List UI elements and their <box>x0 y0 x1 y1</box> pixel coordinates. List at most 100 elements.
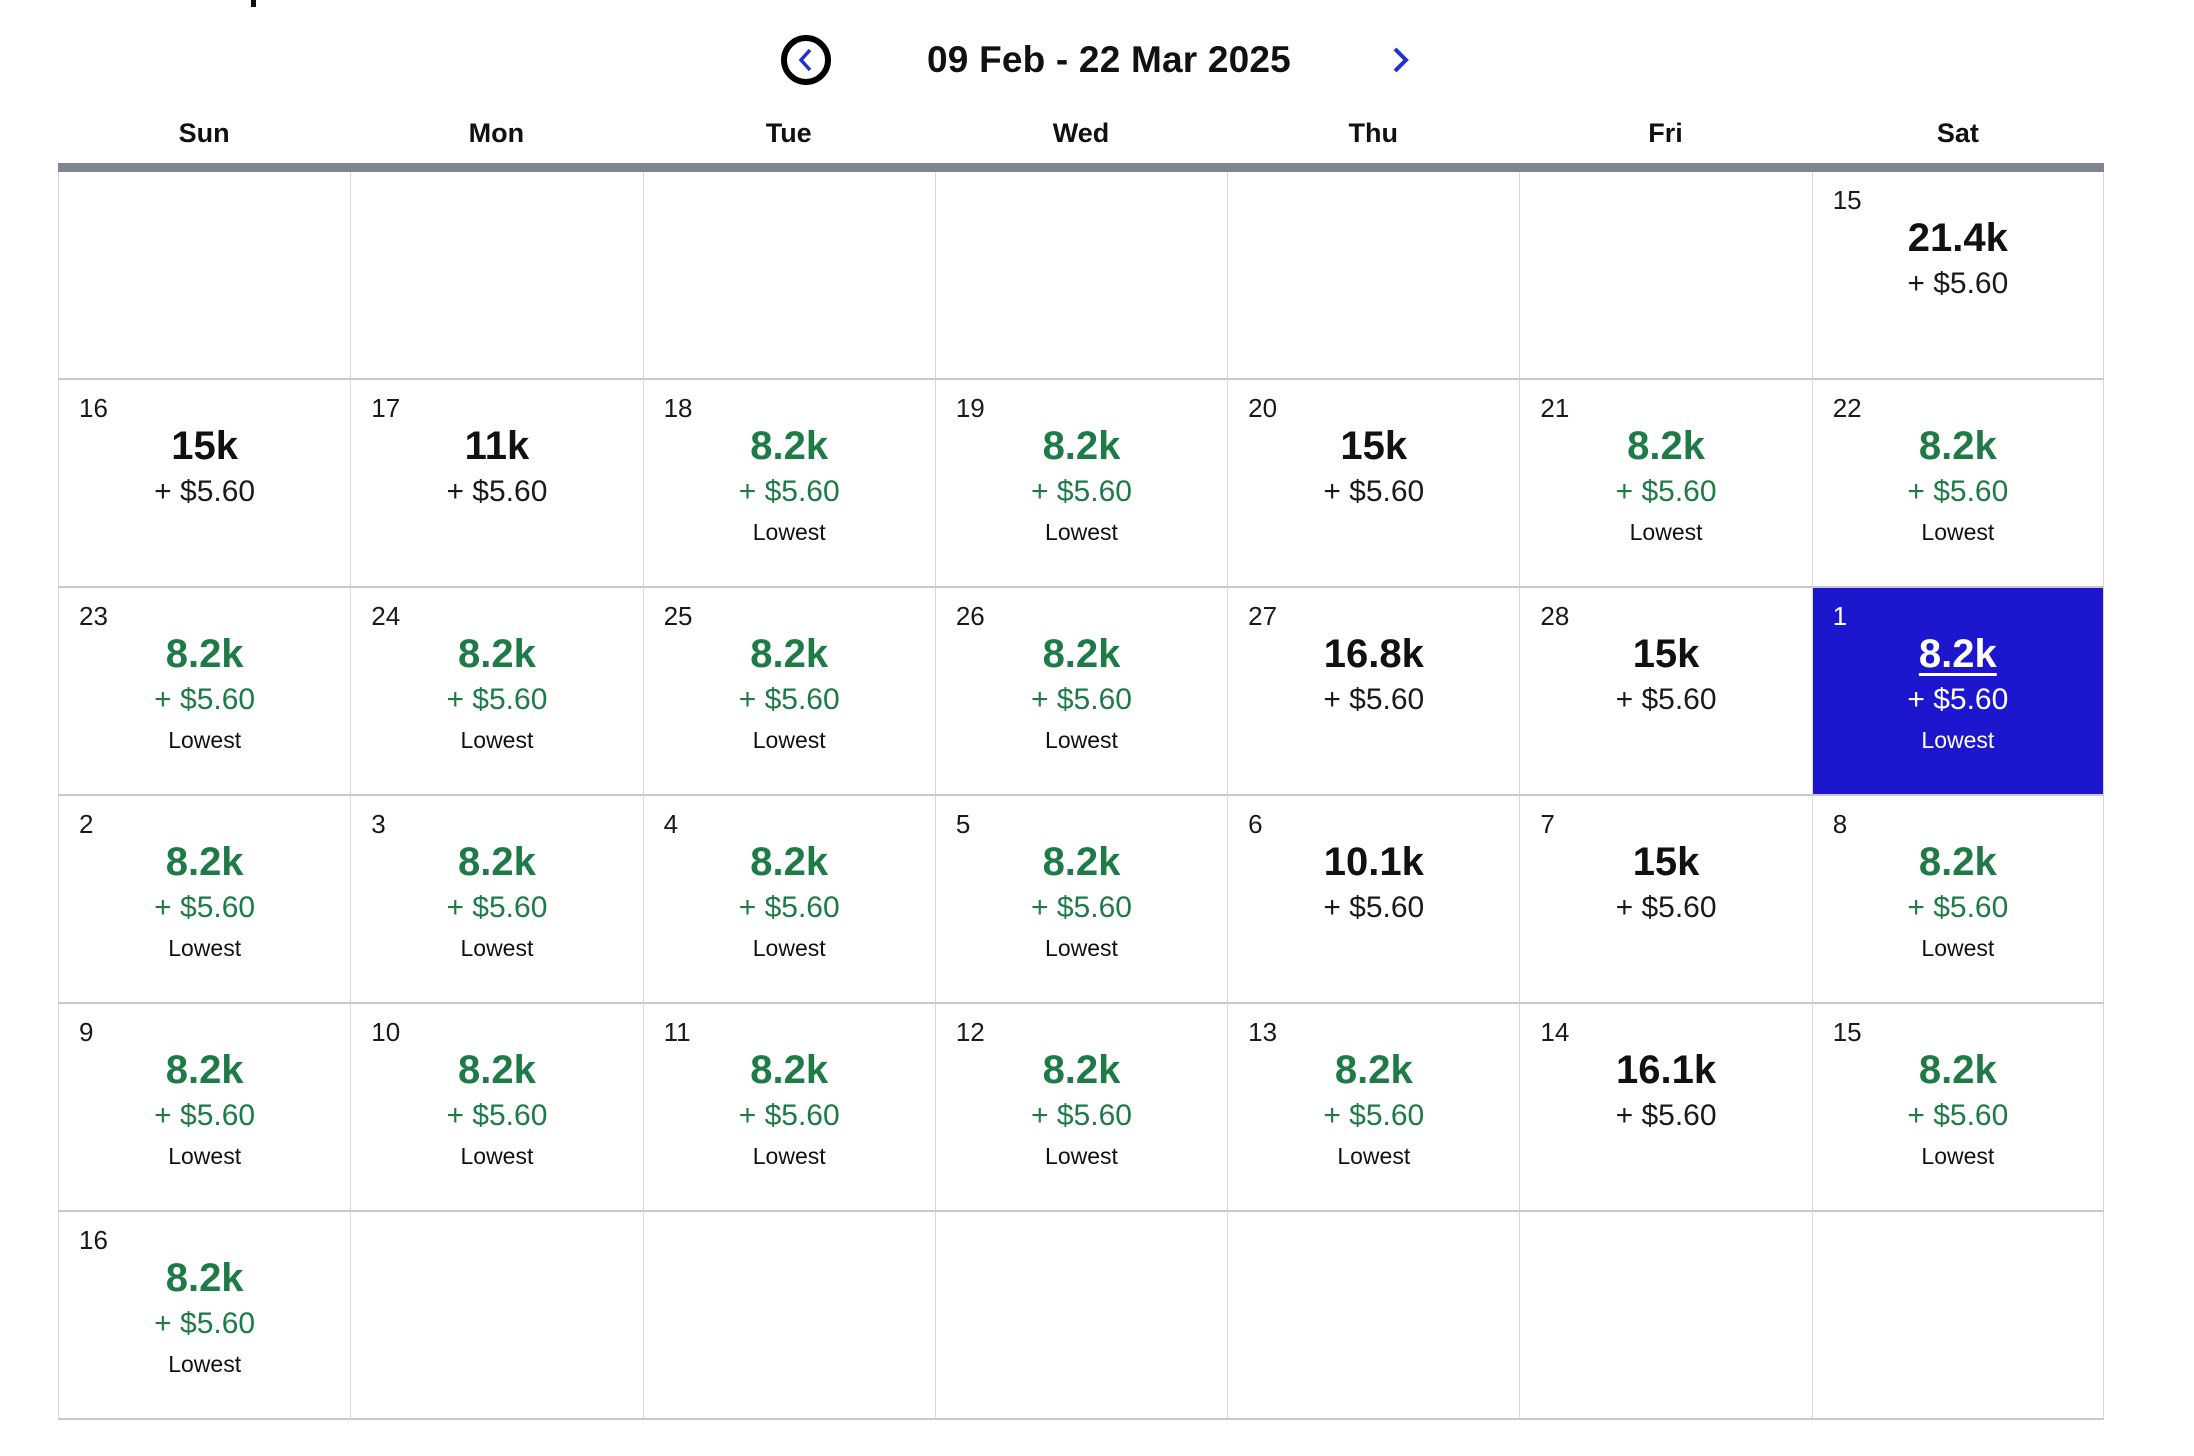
day-number: 21 <box>1540 393 1570 423</box>
calendar-cell[interactable]: 3 8.2k + $5.60 Lowest <box>350 796 642 1002</box>
calendar-cell[interactable]: 16 15k + $5.60 <box>58 380 350 586</box>
fare-info: 15k + $5.60 <box>59 424 350 510</box>
calendar-cell[interactable]: 18 8.2k + $5.60 Lowest <box>642 380 935 586</box>
day-number: 9 <box>79 1017 94 1047</box>
fare-price: 8.2k <box>1918 840 1997 884</box>
day-number: 5 <box>955 809 971 839</box>
calendar-cell[interactable]: 6 10.1k + $5.60 <box>1227 796 1519 1002</box>
lowest-badge: Lowest <box>1045 1143 1118 1169</box>
fare-price: 8.2k <box>1627 424 1705 468</box>
calendar-cell-selected[interactable]: 1 8.2k + $5.60 Lowest <box>1811 588 2104 794</box>
fare-price: 8.2k <box>750 424 829 468</box>
fare-info: 21.4k + $5.60 <box>1813 216 2103 302</box>
fare-price: 8.2k <box>1042 424 1121 468</box>
calendar-cell[interactable]: 11 8.2k + $5.60 Lowest <box>642 1004 935 1210</box>
weekday-label: Mon <box>468 118 525 148</box>
weekday-label: Sun <box>178 118 230 148</box>
calendar-cell[interactable]: 27 16.8k + $5.60 <box>1227 588 1519 794</box>
day-number: 7 <box>1540 809 1555 839</box>
calendar-cell[interactable]: 25 8.2k + $5.60 Lowest <box>642 588 935 794</box>
fare-fee: + $5.60 <box>738 1099 840 1132</box>
day-number: 24 <box>371 601 401 631</box>
day-number: 13 <box>1248 1017 1278 1047</box>
calendar-cell-empty <box>642 1212 935 1418</box>
calendar-cell[interactable]: 12 8.2k + $5.60 Lowest <box>934 1004 1227 1210</box>
calendar-cell[interactable]: 2 8.2k + $5.60 Lowest <box>58 796 350 1002</box>
day-number: 14 <box>1540 1017 1570 1047</box>
fare-info: 8.2k + $5.60 Lowest <box>644 1048 935 1169</box>
fare-fee: + $5.60 <box>1615 475 1717 508</box>
calendar-cell[interactable]: 9 8.2k + $5.60 Lowest <box>58 1004 350 1210</box>
calendar-cell[interactable]: 21 8.2k + $5.60 Lowest <box>1519 380 1811 586</box>
calendar-cell[interactable]: 7 15k + $5.60 <box>1519 796 1811 1002</box>
fare-fee: + $5.60 <box>154 475 256 508</box>
fare-fee: + $5.60 <box>446 475 548 508</box>
calendar-cell-empty <box>350 1212 643 1418</box>
fare-info: 15k + $5.60 <box>1520 840 1811 926</box>
fare-info: 8.2k + $5.60 Lowest <box>351 840 642 961</box>
weekday-label: Thu <box>1348 118 1399 148</box>
calendar-cell[interactable]: 28 15k + $5.60 <box>1519 588 1811 794</box>
fare-info: 11k + $5.60 <box>351 424 642 510</box>
calendar-cell[interactable]: 17 11k + $5.60 <box>350 380 642 586</box>
fare-price: 8.2k <box>1918 632 1997 676</box>
calendar-cell[interactable]: 19 8.2k + $5.60 Lowest <box>934 380 1227 586</box>
calendar-cell[interactable]: 20 15k + $5.60 <box>1227 380 1519 586</box>
fare-fee: + $5.60 <box>1615 683 1717 716</box>
day-number: 15 <box>1832 1017 1862 1047</box>
day-number: 3 <box>371 809 386 839</box>
calendar-cell[interactable]: 15 8.2k + $5.60 Lowest <box>1811 1004 2104 1210</box>
calendar-cell[interactable]: 14 16.1k + $5.60 <box>1519 1004 1811 1210</box>
next-month-button[interactable] <box>1387 44 1413 76</box>
fare-info: 8.2k + $5.60 Lowest <box>644 840 935 961</box>
calendar-cell[interactable]: 4 8.2k + $5.60 Lowest <box>642 796 935 1002</box>
calendar-cell[interactable]: 22 8.2k + $5.60 Lowest <box>1811 380 2104 586</box>
day-number: 15 <box>1832 185 1862 215</box>
fare-price: 15k <box>1632 632 1700 676</box>
day-number: 17 <box>371 393 401 423</box>
lowest-badge: Lowest <box>752 727 826 753</box>
fare-info: 8.2k + $5.60 Lowest <box>1813 840 2103 961</box>
prev-month-button[interactable] <box>781 35 832 85</box>
fare-price: 8.2k <box>1042 840 1121 884</box>
day-number: 2 <box>79 809 94 839</box>
calendar-cell[interactable]: 15 21.4k + $5.60 <box>1811 172 2104 378</box>
calendar-cell-empty <box>642 172 935 378</box>
lowest-badge: Lowest <box>1045 727 1118 753</box>
lowest-badge: Lowest <box>1045 519 1118 545</box>
fare-info: 8.2k + $5.60 Lowest <box>351 1048 642 1169</box>
calendar-cell[interactable]: 16 8.2k + $5.60 Lowest <box>58 1212 350 1418</box>
fare-fee: + $5.60 <box>1615 891 1717 924</box>
fare-fee: + $5.60 <box>1323 683 1425 716</box>
day-number: 8 <box>1832 809 1848 839</box>
fare-price: 8.2k <box>1918 424 1997 468</box>
lowest-badge: Lowest <box>752 1143 826 1169</box>
fare-fee: + $5.60 <box>738 475 840 508</box>
lowest-badge: Lowest <box>1337 1143 1411 1169</box>
fare-fee: + $5.60 <box>446 683 548 716</box>
fare-price: 8.2k <box>1334 1048 1413 1092</box>
fare-fee: + $5.60 <box>1907 683 2009 716</box>
calendar-cell[interactable]: 10 8.2k + $5.60 Lowest <box>350 1004 642 1210</box>
fare-price: 8.2k <box>457 840 536 884</box>
calendar-cell[interactable]: 24 8.2k + $5.60 Lowest <box>350 588 642 794</box>
week-row: 15 21.4k + $5.60 <box>58 172 2104 380</box>
clipped-glyph <box>251 0 256 7</box>
fare-fee: + $5.60 <box>1031 891 1132 924</box>
fare-price: 16.1k <box>1616 1048 1717 1092</box>
lowest-badge: Lowest <box>168 935 242 961</box>
calendar-cell[interactable]: 23 8.2k + $5.60 Lowest <box>58 588 350 794</box>
day-number: 18 <box>663 393 693 423</box>
day-number: 22 <box>1832 393 1862 423</box>
fare-fee: + $5.60 <box>1907 475 2009 508</box>
calendar-cell[interactable]: 13 8.2k + $5.60 Lowest <box>1227 1004 1519 1210</box>
fare-fee: + $5.60 <box>446 891 548 924</box>
week-row: 23 8.2k + $5.60 Lowest 24 8.2k + $5.60 Lowest 25… <box>58 588 2104 796</box>
lowest-badge: Lowest <box>1921 519 1995 545</box>
lowest-badge: Lowest <box>1921 1143 1995 1169</box>
fare-price: 8.2k <box>1042 1048 1121 1092</box>
calendar-cell[interactable]: 5 8.2k + $5.60 Lowest <box>934 796 1227 1002</box>
lowest-badge: Lowest <box>752 519 826 545</box>
calendar-cell[interactable]: 8 8.2k + $5.60 Lowest <box>1811 796 2104 1002</box>
calendar-cell[interactable]: 26 8.2k + $5.60 Lowest <box>934 588 1227 794</box>
